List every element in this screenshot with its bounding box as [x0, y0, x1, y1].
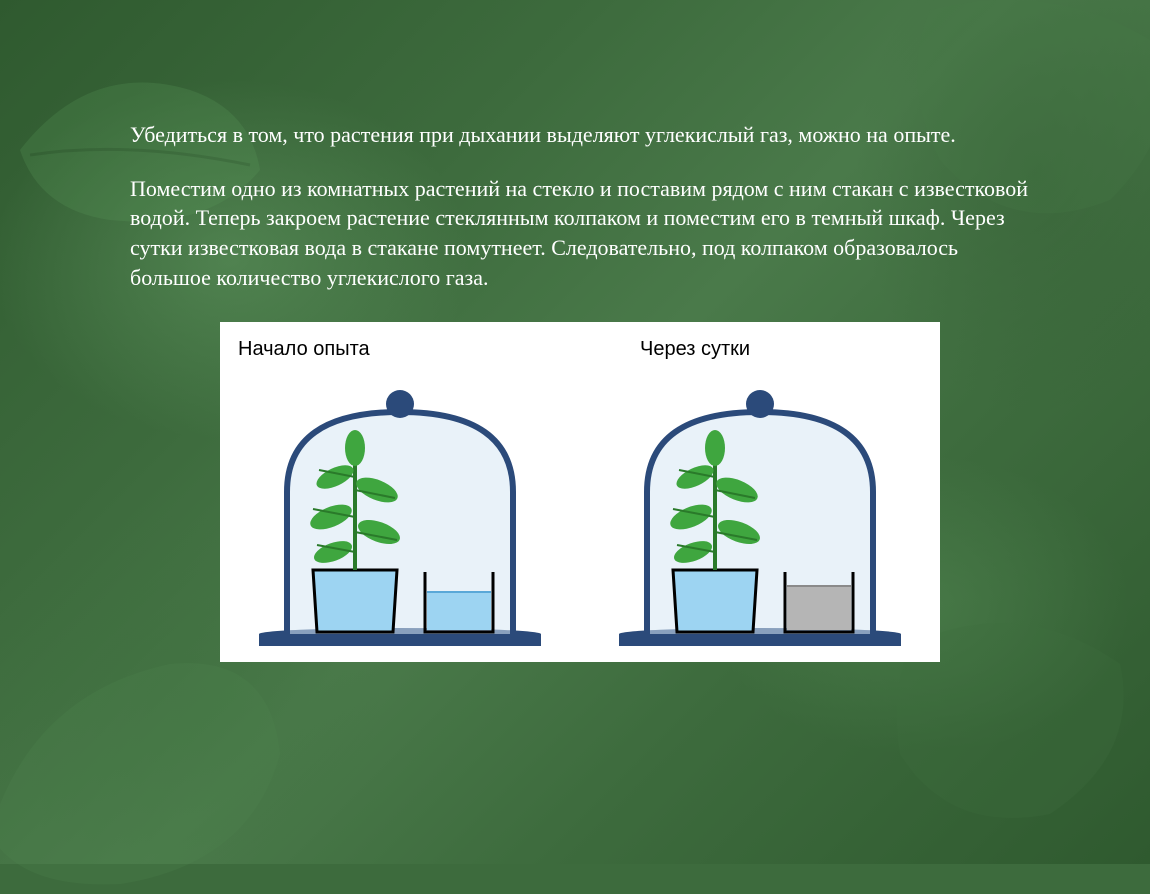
- experiment-diagram: Начало опыта: [220, 322, 940, 662]
- bell-jar-after-icon: [615, 382, 905, 662]
- panel-after: Через сутки: [580, 332, 940, 662]
- paragraph-experiment: Поместим одно из комнатных растений на с…: [130, 174, 1030, 293]
- bell-jar-start-icon: [255, 382, 545, 662]
- slide-content: Убедиться в том, что растения при дыхани…: [0, 0, 1150, 662]
- panel-start-label: Начало опыта: [238, 338, 370, 361]
- panel-after-label: Через сутки: [640, 338, 750, 361]
- diagram-container: Начало опыта: [130, 322, 1030, 662]
- paragraph-intro: Убедиться в том, что растения при дыхани…: [130, 120, 1030, 150]
- panel-start: Начало опыта: [220, 332, 580, 662]
- bg-leaf-decor: [0, 634, 290, 894]
